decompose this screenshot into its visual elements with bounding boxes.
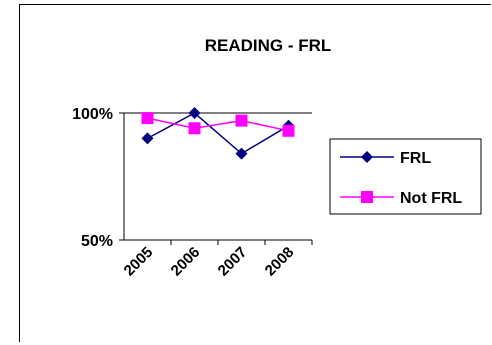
y-tick-label-100: 100% (72, 106, 113, 123)
legend-label-frl: FRL (400, 150, 431, 167)
legend-label-not-frl: Not FRL (400, 190, 462, 207)
x-axis-ticks: 2005 2006 2007 2008 (121, 240, 313, 280)
chart-area-border (19, 4, 491, 342)
data-point-frl (188, 107, 201, 119)
data-point-not-frl (141, 112, 154, 125)
series-line-frl (147, 112, 289, 155)
series-layer (141, 107, 295, 160)
legend-item-not-frl: Not FRL (340, 190, 462, 207)
x-tick-label-2005: 2005 (121, 244, 157, 280)
x-tick-label-2008: 2008 (262, 244, 298, 280)
x-tick-label-2006: 2006 (168, 244, 204, 280)
legend-box (329, 138, 482, 215)
data-point-not-frl (282, 124, 295, 137)
legend-square-icon (361, 191, 373, 203)
data-point-frl (141, 132, 154, 145)
data-point-not-frl (235, 114, 248, 127)
legend: FRL Not FRL (329, 138, 482, 215)
series-line-not-frl (147, 117, 289, 132)
legend-item-frl: FRL (340, 150, 431, 167)
chart-title: READING - FRL (205, 36, 332, 55)
y-tick-label-50: 50% (81, 233, 113, 250)
data-point-frl (235, 147, 248, 160)
legend-diamond-icon (361, 151, 373, 163)
x-tick-label-2007: 2007 (215, 244, 251, 280)
data-point-not-frl (188, 122, 201, 135)
